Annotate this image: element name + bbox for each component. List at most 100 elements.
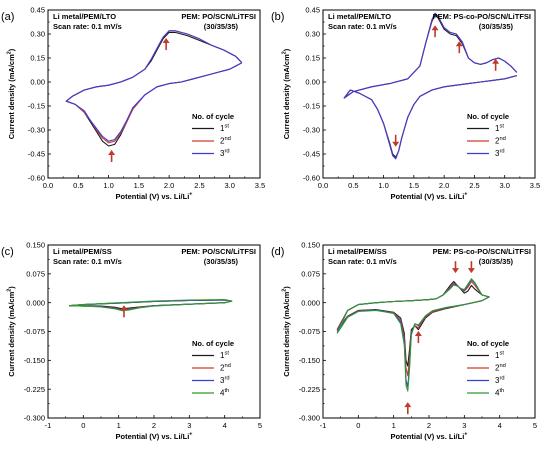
header-scan-rate: Scan rate: 0.1 mV/s: [53, 22, 122, 31]
y-tick-label: -0.225: [299, 385, 320, 394]
legend-entry-base: 2: [495, 364, 500, 373]
y-tick-label: 0.45: [30, 6, 45, 15]
x-tick-label: 3.0: [224, 181, 234, 190]
header-pem: PEM: PS-co-PO/SCN/LiTFSI: [433, 247, 531, 256]
x-tick-label: 3.5: [255, 181, 265, 190]
y-tick-label: 0.15: [30, 54, 45, 63]
chart-panel-2: 0.0 0.5 1.0 1.5 2.0 2.5 3.0 3.5 -0.60 -0.45 -0.30 -…: [271, 6, 540, 201]
annotation-arrow: [392, 134, 400, 147]
legend-entry: 4th: [495, 388, 504, 398]
annotation-arrow: [452, 261, 459, 274]
x-axis-label: Potential (V) vs. Li/Li+: [116, 432, 193, 442]
x-tick-label: 5: [258, 421, 262, 430]
legend-entry-sup: th: [499, 388, 504, 394]
legend-title: No. of cycle: [467, 112, 509, 121]
annotation-arrow: [108, 150, 116, 162]
annotation-arrow: [120, 305, 128, 318]
x-axis-label-base: Potential (V) vs. Li/Li: [116, 192, 190, 201]
y-tick-label: 0.00: [305, 78, 320, 87]
y-axis-label: Current density (mA/cm2): [7, 286, 17, 377]
legend-entry: 1st: [495, 124, 504, 134]
legend-entry-sup: st: [224, 124, 229, 130]
y-tick-label: -0.60: [28, 174, 45, 183]
legend-entry: 1st: [220, 124, 229, 134]
x-tick-label: 0.0: [43, 181, 53, 190]
x-tick-label: 1.5: [134, 181, 144, 190]
x-tick-label: 4: [223, 421, 227, 430]
x-tick-label: 2.0: [164, 181, 174, 190]
legend: No. of cycle 1st 2nd 3rd: [192, 112, 234, 158]
legend-entry-base: 2: [220, 364, 225, 373]
header-cell: Li metal/PEM/LTO: [53, 12, 116, 21]
annotation-arrow: [414, 331, 422, 344]
x-axis-label-sup: +: [464, 192, 467, 198]
y-tick-label: 0.30: [30, 30, 45, 39]
header-pem: PEM: PO/SCN/LiTFSI: [181, 247, 256, 256]
x-tick-label: 4: [498, 421, 502, 430]
y-tick-label: -0.300: [24, 414, 45, 423]
legend-entry-sup: th: [224, 388, 229, 394]
legend-entry-sup: rd: [224, 149, 229, 155]
x-axis-label-base: Potential (V) vs. Li/Li: [391, 432, 465, 441]
x-tick-label: 1.5: [409, 181, 419, 190]
legend-title: No. of cycle: [192, 339, 234, 348]
y-axis-label-tail: ): [282, 286, 291, 289]
annotation-arrow: [431, 25, 439, 38]
y-tick-label: -0.45: [28, 150, 45, 159]
y-axis-label-sup: 2: [282, 289, 288, 292]
y-axis-label: Current density (mA/cm2): [282, 286, 292, 377]
x-axis-label: Potential (V) vs. Li/Li+: [391, 432, 468, 442]
x-tick-label: 3: [187, 421, 191, 430]
y-tick-label: -0.30: [303, 126, 320, 135]
legend-title: No. of cycle: [467, 339, 509, 348]
legend-entry-base: 2: [220, 137, 225, 146]
legend-entry-base: 1: [220, 351, 225, 360]
legend-entry: 4th: [220, 388, 229, 398]
annotation-arrow: [162, 38, 170, 50]
legend-entry: 2nd: [220, 136, 231, 146]
y-axis-label: Current density (mA/cm2): [282, 48, 292, 139]
legend-entry-sup: nd: [499, 136, 505, 142]
y-tick-label: -0.075: [299, 327, 320, 336]
y-tick-label: 0.15: [305, 54, 320, 63]
y-tick-label: 0.45: [305, 6, 320, 15]
y-axis-label-tail: ): [282, 48, 291, 51]
x-tick-label: 3: [462, 421, 466, 430]
x-axis-label: Potential (V) vs. Li/Li+: [391, 192, 468, 202]
series-line-1: [336, 280, 490, 367]
y-axis-label-sup: 2: [282, 51, 288, 54]
legend-entry-base: 1: [495, 351, 500, 360]
x-axis-label-sup: +: [189, 432, 192, 438]
annotation-arrow: [455, 41, 463, 54]
y-tick-label: -0.225: [24, 385, 45, 394]
series-line-2: [343, 12, 518, 160]
header-ratio: (30/35/35): [479, 257, 514, 266]
y-tick-label: -0.60: [303, 174, 320, 183]
legend-entry-base: 4: [495, 389, 500, 398]
y-tick-label: -0.150: [24, 356, 45, 365]
annotation-arrow: [404, 402, 412, 415]
y-tick-label: -0.15: [28, 102, 45, 111]
header-scan-rate: Scan rate: 0.1 mV/s: [328, 257, 397, 266]
legend-entry-sup: nd: [224, 363, 230, 369]
panel-label: (c): [1, 246, 14, 258]
x-tick-label: 2: [427, 421, 431, 430]
y-tick-label: 0.00: [30, 78, 45, 87]
legend-entry-base: 3: [220, 149, 225, 158]
series-line-1: [343, 14, 518, 158]
legend-entry: 2nd: [495, 136, 506, 146]
y-axis-label: Current density (mA/cm2): [7, 48, 17, 139]
series-line-4: [69, 299, 233, 312]
x-tick-label: -1: [320, 421, 327, 430]
panel-label: (b): [271, 11, 284, 23]
y-tick-label: 0.30: [305, 30, 320, 39]
x-tick-label: 0.5: [348, 181, 358, 190]
x-tick-label: 5: [533, 421, 537, 430]
legend: No. of cycle 1st 2nd 3rd 4th: [467, 339, 509, 398]
legend-title: No. of cycle: [192, 112, 234, 121]
x-tick-label: 1: [392, 421, 396, 430]
y-tick-label: 0.075: [26, 269, 45, 278]
x-tick-label: 3.5: [530, 181, 540, 190]
y-axis-label-base: Current density (mA/cm: [282, 291, 291, 376]
y-axis-label-base: Current density (mA/cm: [7, 291, 16, 376]
